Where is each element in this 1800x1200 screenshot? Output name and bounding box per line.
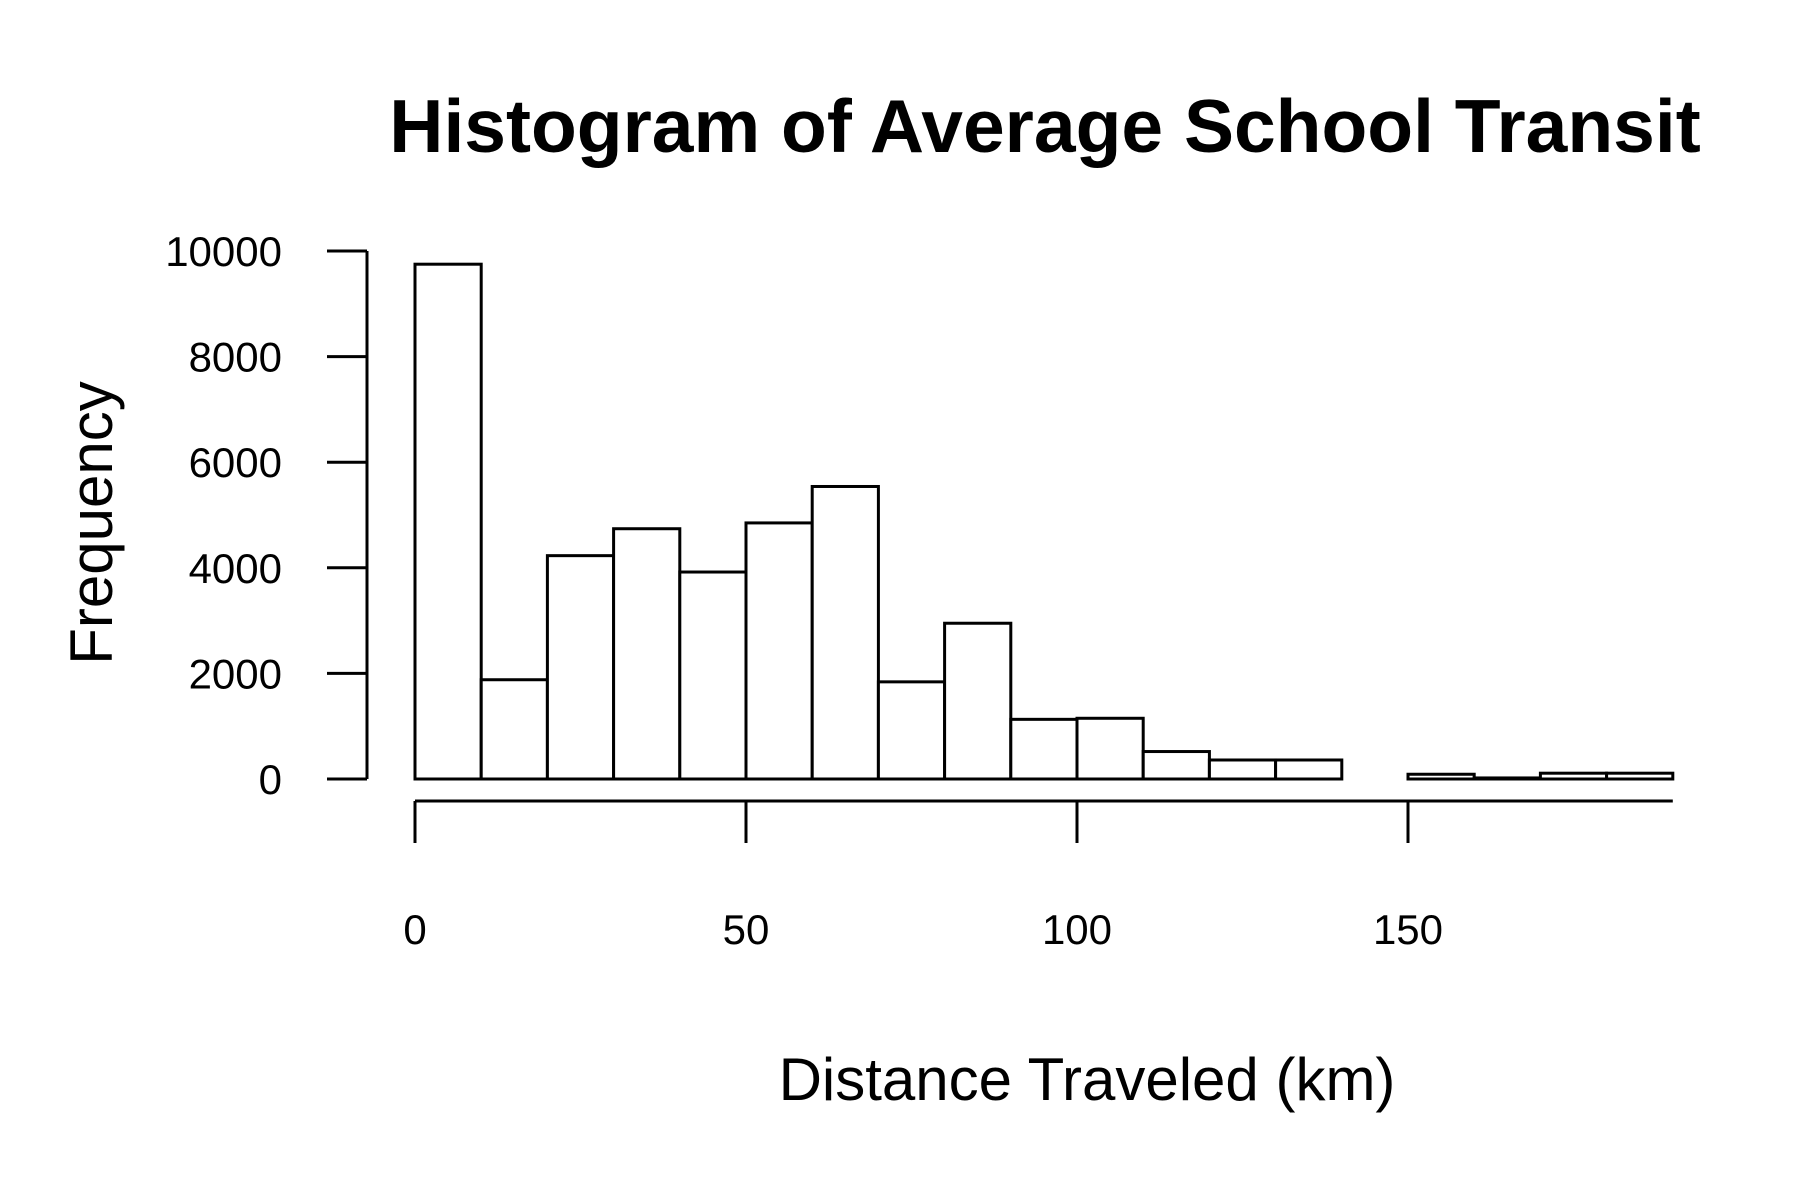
histogram-bar xyxy=(678,570,748,781)
y-tick-label: 4000 xyxy=(189,545,282,592)
histogram-bar xyxy=(545,554,616,781)
x-tick-label: 0 xyxy=(403,906,426,953)
histogram-bar xyxy=(1274,758,1344,781)
histogram-bar xyxy=(1538,771,1609,781)
histogram-bar xyxy=(1075,716,1145,781)
histogram-bar xyxy=(744,521,814,781)
histogram-bar xyxy=(1009,717,1079,781)
y-tick-label: 0 xyxy=(259,756,282,803)
histogram-bar xyxy=(1141,750,1211,781)
histogram-bar xyxy=(810,484,880,781)
x-tick-label: 150 xyxy=(1373,906,1443,953)
histogram-bar xyxy=(943,621,1013,781)
x-tick-label: 100 xyxy=(1042,906,1112,953)
histogram-bar xyxy=(1605,771,1675,781)
y-tick-label: 6000 xyxy=(189,439,282,486)
y-tick-label: 10000 xyxy=(165,228,282,275)
histogram-bar xyxy=(1406,772,1476,781)
histogram-bar xyxy=(612,527,682,781)
chart-title: Histogram of Average School Transit xyxy=(389,84,1700,168)
y-axis-label: Frequency xyxy=(58,381,125,664)
y-axis: 0 2000 4000 6000 8000 10000 xyxy=(165,228,369,803)
x-axis: 0 50 100 150 xyxy=(403,799,1673,953)
y-tick-label: 8000 xyxy=(189,334,282,381)
histogram-bar xyxy=(876,680,947,781)
histogram-bar xyxy=(413,262,483,781)
x-axis-label: Distance Traveled (km) xyxy=(779,1046,1396,1113)
histogram-bar xyxy=(1207,758,1278,781)
histogram-bar xyxy=(1472,776,1542,781)
histogram-bar xyxy=(479,678,549,781)
bars-group xyxy=(413,262,1675,781)
x-tick-label: 50 xyxy=(723,906,770,953)
y-tick-label: 2000 xyxy=(189,650,282,697)
